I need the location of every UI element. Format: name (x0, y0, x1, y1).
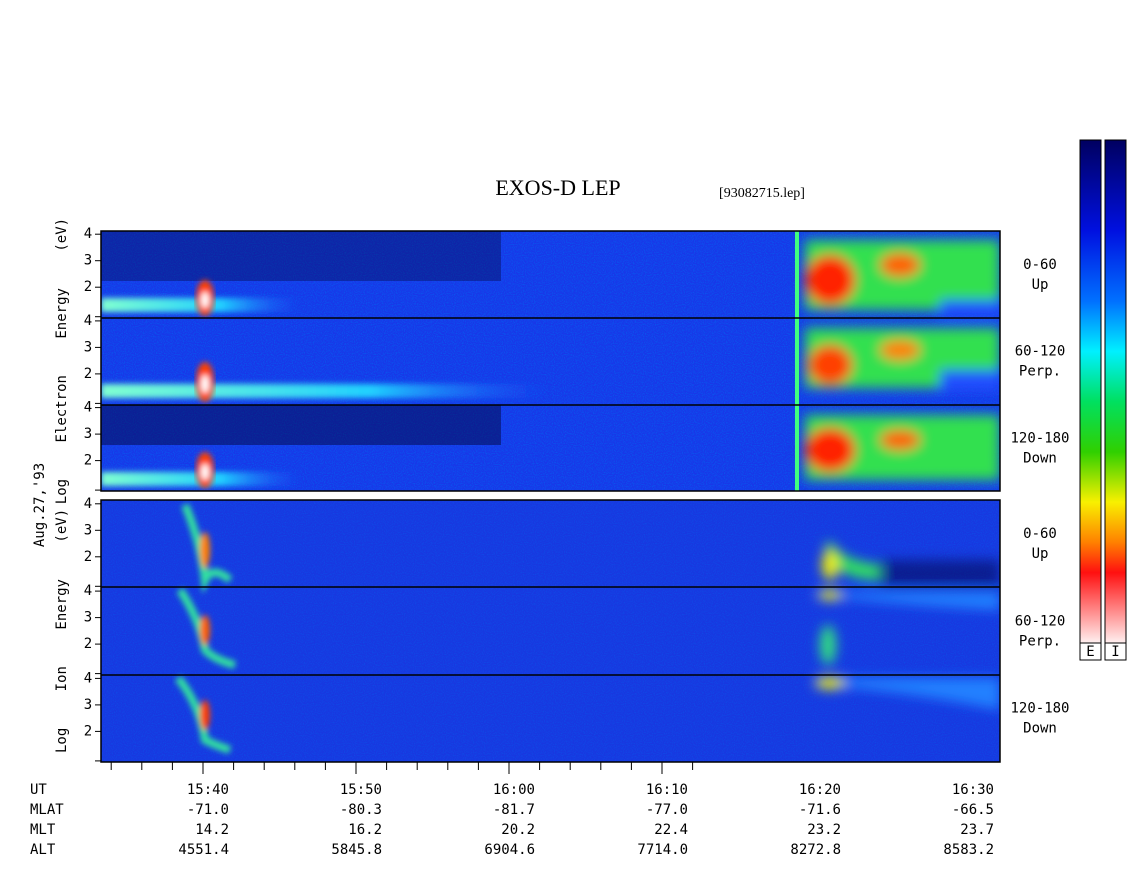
row-value: 15:50 (340, 782, 382, 798)
y-tick-label: 2 (84, 279, 92, 295)
sub-panel-direction: Up (1032, 546, 1049, 562)
row-value: 7714.0 (637, 842, 688, 858)
file-name: [93082715.lep] (719, 186, 805, 201)
colorbars: E I (1079, 139, 1127, 661)
colorbar-label-box (1079, 642, 1102, 661)
colorbar (1079, 139, 1102, 644)
y-axis-label: Log Electron Energy (eV) (54, 218, 70, 504)
row-value: 16:10 (646, 782, 688, 798)
y-tick-label: 3 (84, 697, 92, 713)
row-label: MLAT (30, 802, 64, 818)
y-tick-label: 3 (84, 522, 92, 538)
sub-panel-direction: Perp. (1019, 633, 1061, 649)
y-tick-label: 2 (84, 636, 92, 652)
row-value: 5845.8 (331, 842, 382, 858)
y-tick-label: 4 (84, 400, 92, 416)
title: EXOS-D LEP (495, 175, 620, 200)
colorbar-label: I (1111, 644, 1119, 660)
sub-panel-range: 0-60 (1023, 257, 1057, 273)
row-value: 16.2 (348, 822, 382, 838)
row-value: 22.4 (654, 822, 688, 838)
y-tick-label: 3 (84, 426, 92, 442)
row-label: MLT (30, 822, 56, 838)
y-tick-label: 3 (84, 339, 92, 355)
sub-panel-direction: Down (1023, 721, 1057, 737)
ion-spectrogram (101, 500, 1000, 762)
sub-panel-range: 0-60 (1023, 526, 1057, 542)
y-tick-label: 4 (84, 670, 92, 686)
row-value: 16:00 (493, 782, 535, 798)
colorbar-label: E (1086, 644, 1094, 660)
row-value: 16:30 (952, 782, 994, 798)
row-value: 4551.4 (178, 842, 229, 858)
ion-dispersion (174, 503, 237, 754)
y-tick-label: 4 (84, 313, 92, 329)
row-value: 14.2 (195, 822, 229, 838)
row-value: 20.2 (501, 822, 535, 838)
row-value: -81.7 (493, 802, 535, 818)
hot-region (805, 240, 1000, 480)
y-tick-label: 2 (84, 453, 92, 469)
y-tick-label: 4 (84, 496, 92, 512)
ion-hot-region (815, 540, 1000, 710)
row-value: -66.5 (952, 802, 994, 818)
row-value: -71.0 (187, 802, 229, 818)
y-tick-label: 2 (84, 549, 92, 565)
y-tick-label: 3 (84, 253, 92, 269)
sub-panel-direction: Down (1023, 450, 1057, 466)
y-tick-label: 4 (84, 583, 92, 599)
date-label: Aug.27,'93 (32, 463, 48, 547)
electron-spectrogram (101, 231, 1000, 491)
y-tick-label: 3 (84, 610, 92, 626)
row-label: ALT (30, 842, 56, 858)
burst (196, 280, 214, 488)
y-tick-label: 2 (84, 723, 92, 739)
row-value: -71.6 (799, 802, 841, 818)
y-axis-label: Log Ion Energy (eV) (54, 509, 70, 753)
panel-frames (100, 230, 1001, 763)
row-value: 8272.8 (790, 842, 841, 858)
sub-panel-range: 120-180 (1010, 430, 1069, 446)
row-value: -77.0 (646, 802, 688, 818)
row-value: 6904.6 (484, 842, 535, 858)
sub-panel-direction: Up (1032, 277, 1049, 293)
boundary-line (795, 231, 799, 491)
row-value: 23.7 (960, 822, 994, 838)
noise (101, 500, 1000, 762)
row-value: 23.2 (807, 822, 841, 838)
sub-panel-range: 60-120 (1015, 344, 1066, 360)
row-value: -80.3 (340, 802, 382, 818)
colorbar-label-box (1104, 642, 1127, 661)
sub-panel-range: 120-180 (1010, 701, 1069, 717)
row-value: 15:40 (187, 782, 229, 798)
y-tick-label: 4 (84, 226, 92, 242)
row-value: 8583.2 (943, 842, 994, 858)
row-label: UT (30, 782, 47, 798)
row-value: 16:20 (799, 782, 841, 798)
colorbar (1104, 139, 1127, 644)
dark-region (101, 231, 501, 281)
sub-panel-direction: Perp. (1019, 364, 1061, 380)
y-tick-label: 2 (84, 366, 92, 382)
dark-region (101, 405, 501, 445)
sub-panel-range: 60-120 (1015, 613, 1066, 629)
